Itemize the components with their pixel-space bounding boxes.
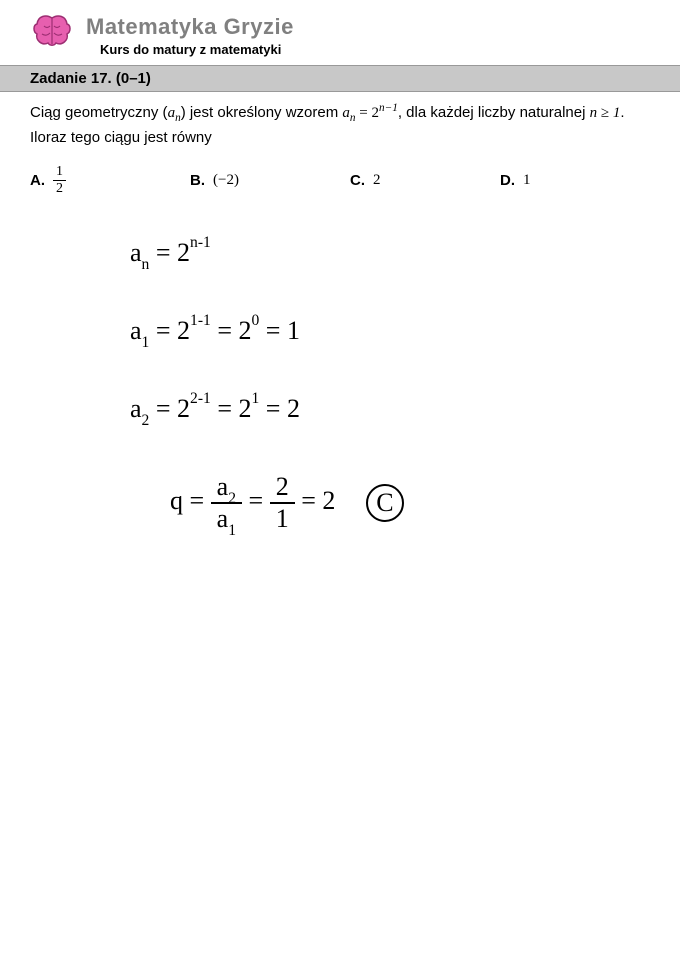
denominator: 1 <box>276 504 289 532</box>
value: (−2) <box>213 172 239 189</box>
sub: n <box>142 256 150 273</box>
q: q = <box>170 486 211 515</box>
sup: n−1 <box>379 102 398 114</box>
fraction: 2 1 <box>270 474 295 532</box>
var: a <box>130 238 142 267</box>
site-subtitle: Kurs do matury z matematyki <box>100 42 294 57</box>
sub: 2 <box>228 490 236 507</box>
sub: 1 <box>142 334 150 351</box>
var: a <box>217 472 229 501</box>
var: a <box>130 316 142 345</box>
sup: 0 <box>251 312 259 329</box>
hw-line-3: a2 = 22-1 = 21 = 2 <box>130 396 404 446</box>
eq: = 2 <box>211 394 252 423</box>
task-body: Ciąg geometryczny (an) jest określony wz… <box>0 92 680 149</box>
sup: 2-1 <box>190 390 211 407</box>
eq: = 1 <box>259 316 300 345</box>
handwritten-work: an = 2n-1 a1 = 21-1 = 20 = 1 a2 = 22-1 =… <box>130 240 404 562</box>
value: 2 <box>373 172 381 189</box>
denominator: 2 <box>56 181 63 196</box>
sup: n-1 <box>190 234 211 251</box>
choice-label: B. <box>190 172 205 189</box>
sup: 1-1 <box>190 312 211 329</box>
var: a <box>168 105 176 121</box>
answer-choices: A. 1 2 B. (−2) C. 2 D. 1 <box>0 149 680 196</box>
numerator: 2 <box>270 474 295 504</box>
answer-letter: C <box>376 490 393 516</box>
hw-line-4: q = a2 a1 = 2 1 = 2 C <box>170 474 404 534</box>
choice-a: A. 1 2 <box>30 165 190 196</box>
choice-label: A. <box>30 172 45 189</box>
fraction: 1 2 <box>53 165 66 196</box>
page-header: Matematyka Gryzie Kurs do matury z matem… <box>0 0 680 65</box>
text: , dla każdej liczby naturalnej <box>398 104 590 121</box>
eq: = 2 <box>149 316 190 345</box>
sub: 1 <box>228 522 236 539</box>
text: ) jest określony wzorem <box>181 104 343 121</box>
numerator: a2 <box>211 474 242 504</box>
fraction: a2 a1 <box>211 474 242 532</box>
sup: 1 <box>251 390 259 407</box>
eq: = 2 <box>259 394 300 423</box>
text: . <box>620 104 624 121</box>
eq: = 2 <box>301 486 335 515</box>
hw-line-2: a1 = 21-1 = 20 = 1 <box>130 318 404 368</box>
numerator: 1 <box>53 165 66 181</box>
eq: = 2 <box>149 238 190 267</box>
text: Iloraz tego ciągu jest równy <box>30 129 212 146</box>
eq: = 2 <box>211 316 252 345</box>
circled-answer: C <box>366 484 404 522</box>
choice-b: B. (−2) <box>190 165 350 196</box>
value: 1 <box>523 172 531 189</box>
eq: = 2 <box>149 394 190 423</box>
text: Ciąg geometryczny ( <box>30 104 168 121</box>
choice-label: D. <box>500 172 515 189</box>
var: a <box>130 394 142 423</box>
var: a <box>342 105 350 121</box>
sub: 2 <box>142 412 150 429</box>
choice-label: C. <box>350 172 365 189</box>
cond: n ≥ 1 <box>590 105 621 121</box>
var: a <box>217 504 229 533</box>
site-title: Matematyka Gryzie <box>86 14 294 40</box>
denominator: a1 <box>217 504 236 532</box>
choice-d: D. 1 <box>500 165 531 196</box>
hw-line-1: an = 2n-1 <box>130 240 404 290</box>
eq: = 2 <box>356 105 379 121</box>
brain-icon <box>30 12 74 52</box>
task-header-bar: Zadanie 17. (0–1) <box>0 65 680 92</box>
choice-c: C. 2 <box>350 165 500 196</box>
eq: = <box>249 486 270 515</box>
header-text: Matematyka Gryzie Kurs do matury z matem… <box>86 12 294 57</box>
